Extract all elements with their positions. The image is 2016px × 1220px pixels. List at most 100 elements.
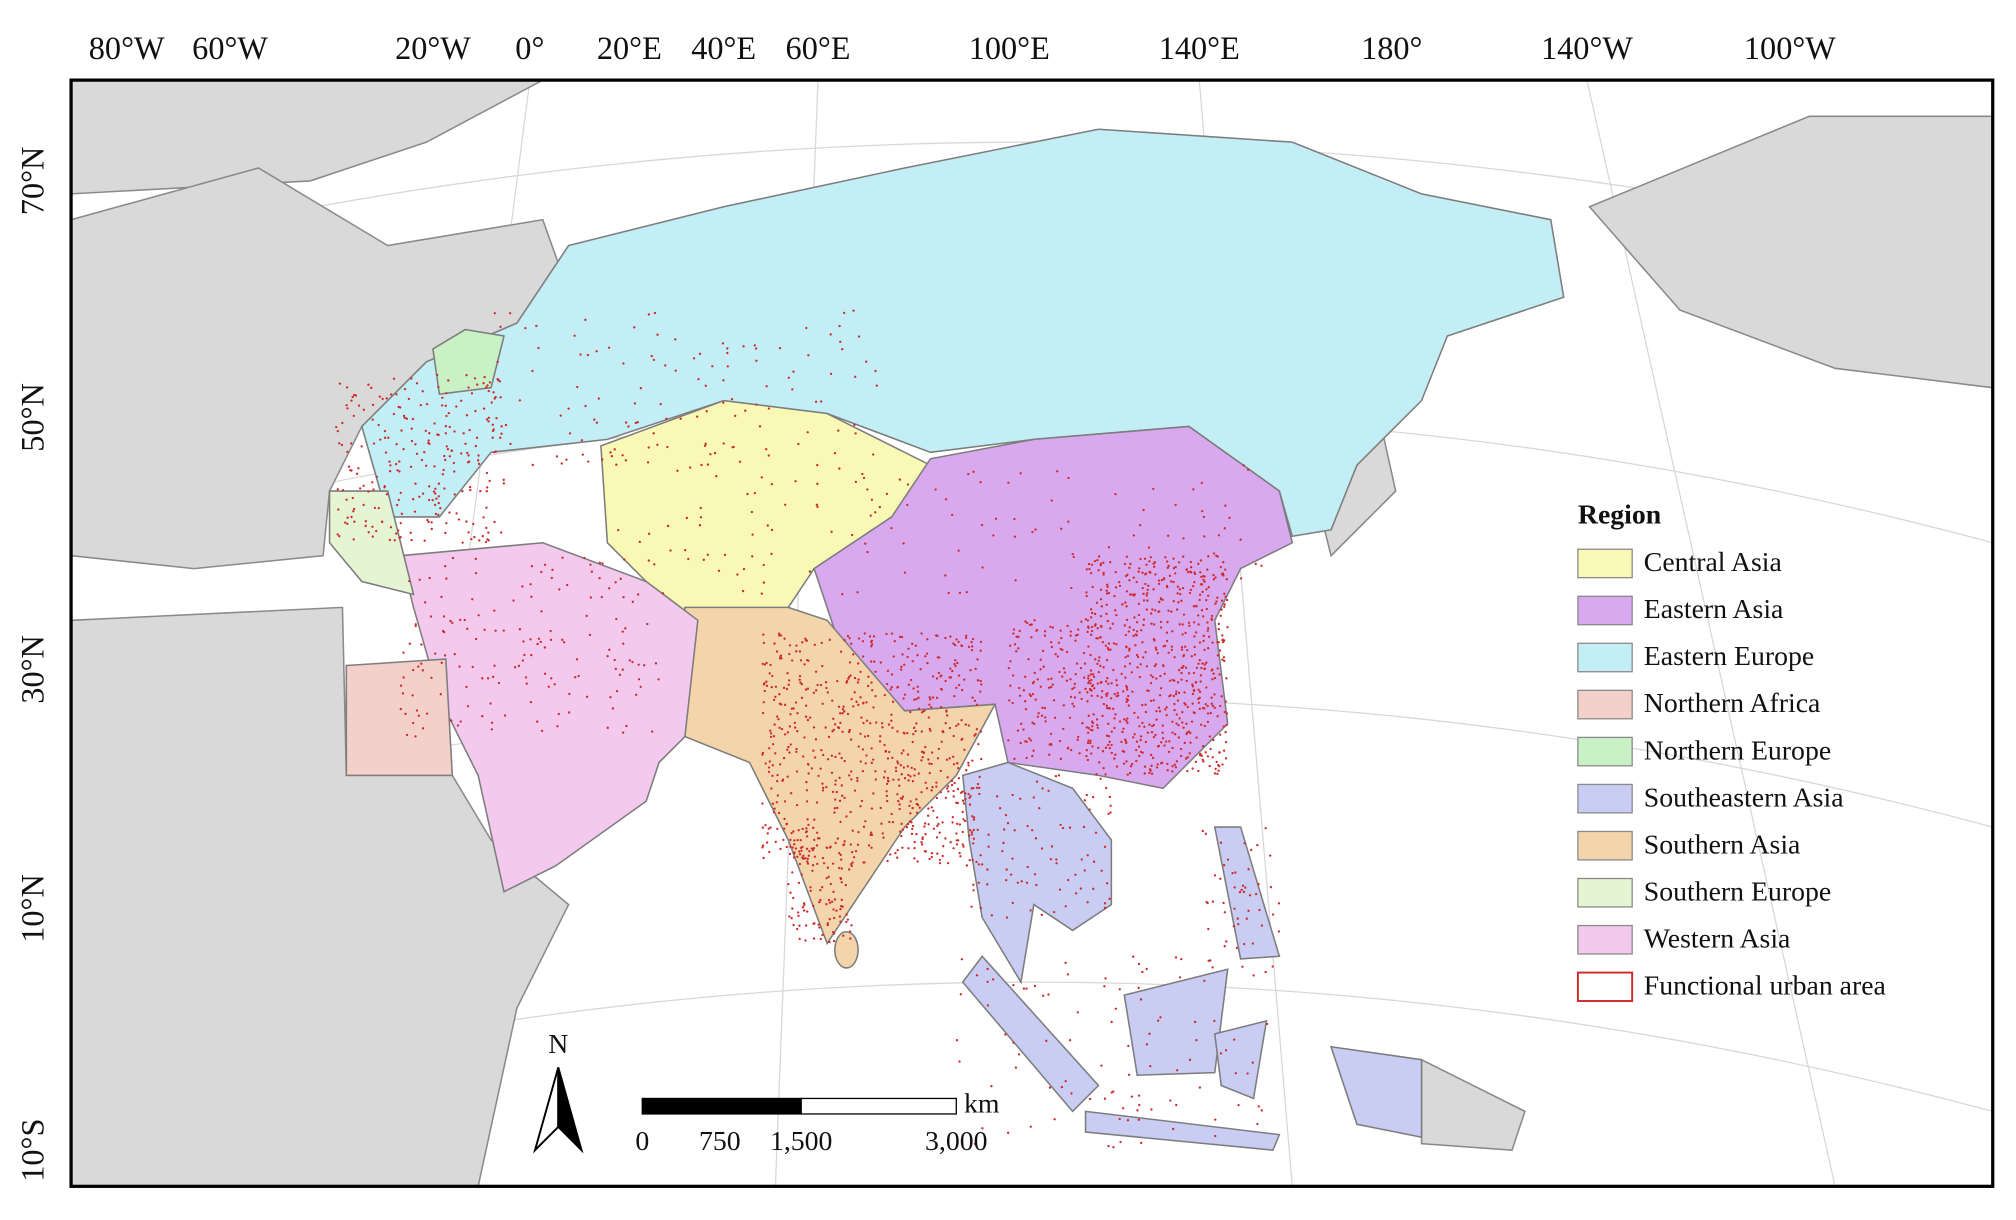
urban-area-dot [944,498,948,501]
urban-area-dot [1067,746,1070,750]
urban-area-dot [881,726,884,729]
urban-area-dot [1198,641,1202,644]
urban-area-dot [804,857,807,860]
urban-area-dot [1200,666,1203,670]
urban-area-dot [1216,772,1219,775]
urban-area-dot [1222,749,1226,752]
urban-area-dot [857,745,860,748]
urban-area-dot [801,906,805,909]
urban-area-dot [355,472,359,476]
urban-area-dot [885,682,889,686]
urban-area-dot [911,827,914,831]
urban-area-dot [1184,666,1188,669]
urban-area-dot [1187,672,1191,675]
urban-area-dot [427,520,430,523]
urban-area-dot [767,407,771,410]
urban-area-dot [855,700,858,704]
urban-area-dot [867,675,870,678]
urban-area-dot [1121,603,1124,606]
urban-area-dot [336,488,339,491]
urban-area-dot [1189,570,1192,573]
urban-area-dot [474,409,477,413]
urban-area-dot [849,843,853,846]
legend-label: Functional urban area [1644,970,1886,1001]
urban-area-dot [833,723,837,726]
urban-area-dot [830,771,834,774]
urban-area-dot [1177,736,1180,739]
urban-area-dot [936,816,939,819]
urban-area-dot [1039,658,1042,661]
urban-area-dot [832,908,835,911]
urban-area-dot [1260,564,1263,567]
urban-area-dot [450,449,453,452]
urban-area-dot [493,520,496,524]
urban-area-dot [751,533,754,536]
urban-area-dot [839,858,843,861]
urban-area-dot [1104,680,1108,683]
urban-area-dot [585,695,589,698]
urban-area-dot [926,661,929,665]
urban-area-dot [1149,699,1153,702]
urban-area-dot [726,365,729,368]
urban-area-dot [1152,565,1156,568]
urban-area-dot [409,531,412,534]
urban-area-dot [1183,702,1186,705]
urban-area-dot [843,759,846,763]
urban-area-dot [794,847,798,850]
urban-area-dot [428,576,431,580]
urban-area-dot [886,669,890,672]
urban-area-dot [543,563,547,566]
urban-area-dot [1047,789,1050,793]
urban-area-dot [839,907,842,911]
urban-area-dot [1122,762,1126,765]
urban-area-dot [1144,651,1147,654]
urban-area-dot [792,923,795,927]
urban-area-dot [1082,651,1086,655]
longitude-label: 60°E [786,30,851,66]
urban-area-dot [1197,769,1200,773]
urban-area-dot [913,726,916,729]
urban-area-dot [524,676,528,679]
urban-area-dot [392,377,396,380]
urban-area-dot [674,338,677,341]
urban-area-dot [1210,696,1213,699]
urban-area-dot [613,448,616,451]
urban-area-dot [1223,945,1226,948]
urban-area-dot [842,844,845,847]
urban-area-dot [685,516,689,520]
urban-area-dot [445,521,448,525]
urban-area-dot [508,312,512,315]
urban-area-dot [861,769,865,773]
urban-area-dot [585,614,588,618]
urban-area-dot [1091,673,1095,676]
urban-area-dot [761,753,764,756]
urban-area-dot [785,687,789,691]
urban-area-dot [1100,605,1103,608]
urban-area-dot [834,755,837,759]
urban-area-dot [960,958,964,961]
urban-area-dot [1226,625,1229,629]
legend-label: Southern Europe [1644,876,1831,907]
urban-area-dot [1066,624,1069,628]
urban-area-dot [1223,710,1226,714]
urban-area-dot [1105,707,1109,710]
urban-area-dot [761,711,765,715]
urban-area-dot [1096,559,1099,562]
urban-area-dot [1214,602,1217,605]
urban-area-dot [372,488,375,491]
urban-area-dot [870,846,873,849]
region-southern-asia [684,606,997,946]
urban-area-dot [925,787,929,790]
urban-area-dot [396,529,400,532]
urban-area-dot [1047,993,1050,996]
urban-area-dot [838,866,841,870]
urban-area-dot [1020,880,1023,883]
urban-area-dot [806,860,809,863]
urban-area-dot [1061,648,1064,652]
urban-area-dot [625,724,628,728]
urban-area-dot [888,750,891,754]
urban-area-dot [795,803,799,807]
urban-area-dot [1100,680,1103,684]
urban-area-dot [1114,753,1117,756]
urban-area-dot [341,489,345,492]
